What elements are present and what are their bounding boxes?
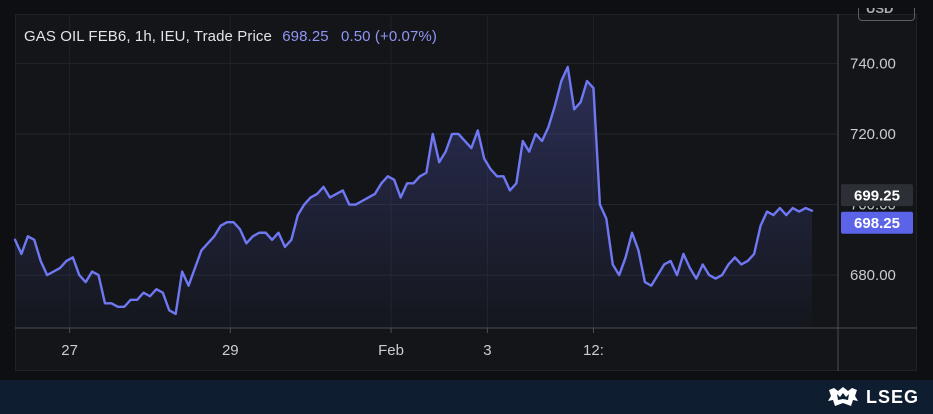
previous-price-tag: 699.25	[841, 184, 913, 207]
brand: LSEG	[826, 386, 919, 408]
x-tick-label: 3	[483, 342, 491, 359]
instrument-title: GAS OIL FEB6, 1h, IEU, Trade Price	[24, 28, 272, 45]
last-price-tag-label: 698.25	[854, 215, 900, 232]
last-price: 698.25	[282, 28, 329, 45]
y-tick-label: 680.00	[850, 267, 896, 284]
x-tick-label: 12:	[583, 342, 604, 359]
x-tick-label: Feb	[378, 342, 404, 359]
price-area-fill	[15, 66, 812, 329]
price-line	[13, 65, 814, 316]
footer-bar	[0, 380, 933, 414]
y-tick-label: 740.00	[850, 55, 896, 72]
chart-title: GAS OIL FEB6, 1h, IEU, Trade Price 698.2…	[24, 28, 437, 45]
last-price-tag: 698.25	[841, 211, 913, 234]
lseg-crest-icon	[827, 387, 858, 406]
y-tick-label: 720.00	[850, 126, 896, 143]
price-change: 0.50 (+0.07%)	[341, 28, 437, 45]
currency-unit-label: USD	[866, 8, 894, 16]
x-tick-label: 27	[61, 342, 78, 359]
last-price-tag-box	[841, 211, 913, 234]
brand-name: LSEG	[865, 386, 919, 407]
x-tick-label: 29	[222, 342, 239, 359]
previous-price-tag-label: 699.25	[854, 188, 900, 205]
currency-unit-tab[interactable]: USD	[858, 8, 915, 21]
previous-price-tag-box	[841, 184, 913, 207]
